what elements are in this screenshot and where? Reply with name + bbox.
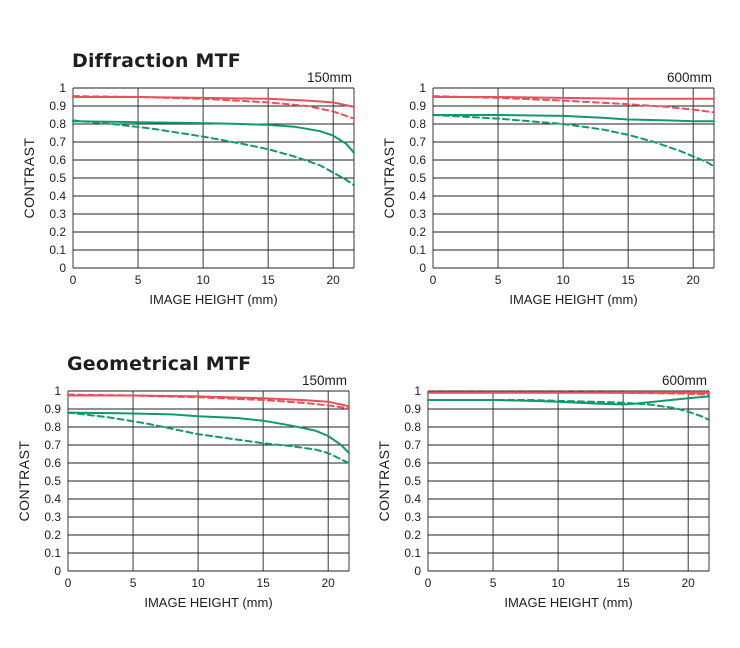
y-tick-label: 0.5 xyxy=(404,474,421,488)
x-tick-label: 20 xyxy=(322,576,336,590)
y-tick-label: 0.7 xyxy=(404,438,421,452)
y-tick-label: 1 xyxy=(419,81,426,95)
green-dashed-series-line xyxy=(432,114,715,168)
x-tick-label: 5 xyxy=(495,273,502,287)
chart-svg: 00.10.20.30.40.50.60.70.80.910 5 10 15 20150… xyxy=(16,373,350,610)
y-tick-label: 0.7 xyxy=(49,135,66,149)
y-tick-label: 0.2 xyxy=(44,528,61,542)
y-tick-label: 0.6 xyxy=(404,456,421,470)
focal-length-label: 600mm xyxy=(667,70,712,85)
y-tick-label: 0.5 xyxy=(409,171,426,185)
x-tick-label: 5 xyxy=(490,576,497,590)
y-tick-label: 0.7 xyxy=(409,135,426,149)
section-title-geometrical: Geometrical MTF xyxy=(67,353,252,375)
y-axis-title: CONTRAST xyxy=(16,441,32,522)
x-tick-label: 15 xyxy=(261,273,275,287)
chart-geometrical-600mm: 0 0.1 0.2 0.3 0.4 0.5 0.6 0.7 0.8 0.9 1 0 5 10 15 20 600… xyxy=(375,371,725,611)
y-tick-label: 0.4 xyxy=(49,189,66,203)
y-tick-label: 1 xyxy=(414,384,421,398)
x-tick-label: 0 xyxy=(430,273,437,287)
y-tick-label: 0.8 xyxy=(409,117,426,131)
green-solid-series-line xyxy=(432,114,715,123)
y-tick-label: 0.8 xyxy=(49,117,66,131)
x-tick-label: 0 xyxy=(65,576,72,590)
y-tick-label: 0.5 xyxy=(49,171,66,185)
y-tick-label: 0 xyxy=(59,261,66,275)
y-tick-label: 0.1 xyxy=(44,546,61,560)
chart-svg: 00.10.20.30.40.50.60.70.80.910 5 10 15 20600… xyxy=(376,373,710,610)
y-tick-label: 0 xyxy=(419,261,426,275)
red-dashed-series-line xyxy=(427,391,710,396)
x-axis-title: IMAGE HEIGHT (mm) xyxy=(504,595,632,610)
chart-svg: 00.10.20.30.40.50.60.70.80.910 5 10 15 20600… xyxy=(381,70,715,307)
chart-geometrical-150mm: 0 0.1 0.2 0.3 0.4 0.5 0.6 0.7 0.8 0.9 1 0 5 10 15 20 150… xyxy=(15,371,365,611)
x-tick-label: 0 xyxy=(425,576,432,590)
y-tick-label: 0.9 xyxy=(409,99,426,113)
y-tick-label: 0.3 xyxy=(404,510,421,524)
red-dashed-series-line xyxy=(67,393,350,410)
y-tick-label: 0.3 xyxy=(49,207,66,221)
red-dashed-series-line xyxy=(432,95,715,114)
red-dashed-series-line xyxy=(72,95,355,120)
chart-diffraction-150mm: 0 0.1 0.2 0.3 0.4 0.5 0.6 0.7 0.8 0.9 1 0 5 10 15 20 150… xyxy=(20,68,370,308)
chart-svg: 00.10.20.30.40.50.60.70.80.910 5 10 15 20150… xyxy=(21,70,355,307)
y-tick-label: 0.2 xyxy=(404,528,421,542)
chart-diffraction-600mm: 0 0.1 0.2 0.3 0.4 0.5 0.6 0.7 0.8 0.9 1 0 5 10 15 20 600… xyxy=(380,68,730,308)
x-tick-label: 10 xyxy=(556,273,570,287)
green-dashed-series-line xyxy=(427,399,710,421)
x-axis-title: IMAGE HEIGHT (mm) xyxy=(149,292,277,307)
y-tick-label: 0 xyxy=(414,564,421,578)
y-tick-label: 0.5 xyxy=(44,474,61,488)
y-tick-label: 0.2 xyxy=(409,225,426,239)
green-solid-series-line xyxy=(67,411,350,455)
y-tick-label: 0.4 xyxy=(44,492,61,506)
x-tick-label: 15 xyxy=(616,576,630,590)
y-tick-label: 0.1 xyxy=(404,546,421,560)
y-tick-label: 0.8 xyxy=(404,420,421,434)
x-tick-label: 20 xyxy=(327,273,341,287)
x-tick-label: 10 xyxy=(191,576,205,590)
y-tick-label: 0.1 xyxy=(409,243,426,257)
x-tick-label: 15 xyxy=(621,273,635,287)
y-tick-label: 0.9 xyxy=(404,402,421,416)
y-tick-label: 0.7 xyxy=(44,438,61,452)
x-tick-label: 5 xyxy=(130,576,137,590)
y-axis-title: CONTRAST xyxy=(376,441,392,522)
y-tick-label: 0 xyxy=(54,564,61,578)
green-solid-series-line xyxy=(72,120,355,154)
x-axis-title: IMAGE HEIGHT (mm) xyxy=(509,292,637,307)
x-tick-label: 20 xyxy=(682,576,696,590)
y-tick-label: 0.2 xyxy=(49,225,66,239)
x-axis-title: IMAGE HEIGHT (mm) xyxy=(144,595,272,610)
focal-length-label: 150mm xyxy=(307,70,352,85)
y-tick-label: 0.3 xyxy=(44,510,61,524)
focal-length-label: 600mm xyxy=(662,373,707,388)
y-tick-label: 1 xyxy=(54,384,61,398)
y-tick-label: 0.6 xyxy=(49,153,66,167)
y-tick-label: 0.3 xyxy=(409,207,426,221)
y-tick-label: 0.1 xyxy=(49,243,66,257)
y-tick-label: 0.9 xyxy=(49,99,66,113)
y-tick-label: 0.8 xyxy=(44,420,61,434)
y-axis-title: CONTRAST xyxy=(381,138,397,219)
section-title-diffraction: Diffraction MTF xyxy=(72,50,241,72)
y-tick-label: 0.6 xyxy=(44,456,61,470)
x-tick-label: 5 xyxy=(135,273,142,287)
y-tick-label: 0.6 xyxy=(409,153,426,167)
green-dashed-series-line xyxy=(72,119,355,187)
y-tick-label: 0.9 xyxy=(44,402,61,416)
y-tick-label: 0.4 xyxy=(404,492,421,506)
y-tick-label: 0.4 xyxy=(409,189,426,203)
x-tick-label: 10 xyxy=(196,273,210,287)
x-tick-label: 15 xyxy=(256,576,270,590)
x-tick-label: 10 xyxy=(551,576,565,590)
x-tick-label: 0 xyxy=(70,273,77,287)
y-tick-label: 1 xyxy=(59,81,66,95)
y-axis-title: CONTRAST xyxy=(21,138,37,219)
green-dashed-series-line xyxy=(67,411,350,464)
x-tick-label: 20 xyxy=(687,273,701,287)
focal-length-label: 150mm xyxy=(302,373,347,388)
